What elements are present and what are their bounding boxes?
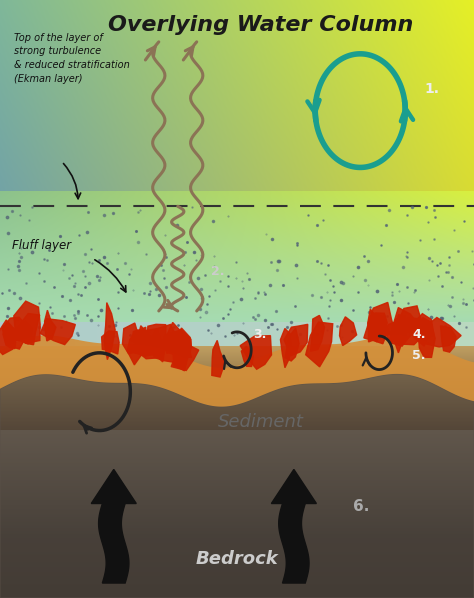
Text: 6.: 6. [353,499,370,514]
Polygon shape [368,309,378,342]
Polygon shape [2,317,27,349]
Polygon shape [104,303,115,359]
Polygon shape [240,335,272,369]
Text: Sediment: Sediment [218,413,304,431]
Polygon shape [271,469,316,504]
Polygon shape [339,317,356,346]
Polygon shape [440,326,456,352]
Polygon shape [135,326,158,356]
Polygon shape [10,322,32,344]
Polygon shape [241,347,253,367]
Polygon shape [122,323,145,353]
Polygon shape [284,324,308,356]
Polygon shape [397,306,423,344]
Polygon shape [374,313,387,335]
Polygon shape [16,313,40,344]
Polygon shape [99,504,129,583]
Text: Overlying Water Column: Overlying Water Column [108,15,413,35]
Polygon shape [389,307,420,346]
Polygon shape [40,319,75,344]
Text: Top of the layer of
strong turbulence
& reduced stratification
(Ekman layer): Top of the layer of strong turbulence & … [14,33,130,84]
Polygon shape [364,313,388,344]
Polygon shape [136,329,162,359]
Polygon shape [170,332,189,371]
Polygon shape [414,314,434,340]
Text: Fluff layer: Fluff layer [12,239,71,252]
Polygon shape [418,318,435,358]
Polygon shape [14,301,40,343]
Polygon shape [281,328,291,368]
Polygon shape [160,329,191,355]
Polygon shape [424,318,461,347]
Polygon shape [306,322,333,367]
Polygon shape [279,504,309,583]
Text: 1.: 1. [424,82,439,96]
Polygon shape [310,315,325,351]
Text: 2.: 2. [211,265,224,278]
Text: 3.: 3. [254,328,267,341]
Polygon shape [368,303,395,342]
Polygon shape [128,327,146,365]
Polygon shape [408,318,430,346]
Polygon shape [393,319,410,337]
Polygon shape [0,320,15,355]
Polygon shape [101,331,119,354]
Polygon shape [91,469,136,504]
Polygon shape [171,339,199,371]
Polygon shape [166,322,191,358]
Text: 5.: 5. [412,349,426,362]
Polygon shape [147,324,166,362]
Polygon shape [173,328,191,359]
Polygon shape [285,328,299,361]
Polygon shape [132,330,141,345]
Polygon shape [394,315,407,353]
Polygon shape [212,340,225,377]
Polygon shape [148,325,179,363]
Text: 4.: 4. [412,328,426,341]
Polygon shape [384,322,398,342]
Polygon shape [45,310,56,341]
Text: Bedrock: Bedrock [196,550,278,568]
Polygon shape [3,328,16,349]
